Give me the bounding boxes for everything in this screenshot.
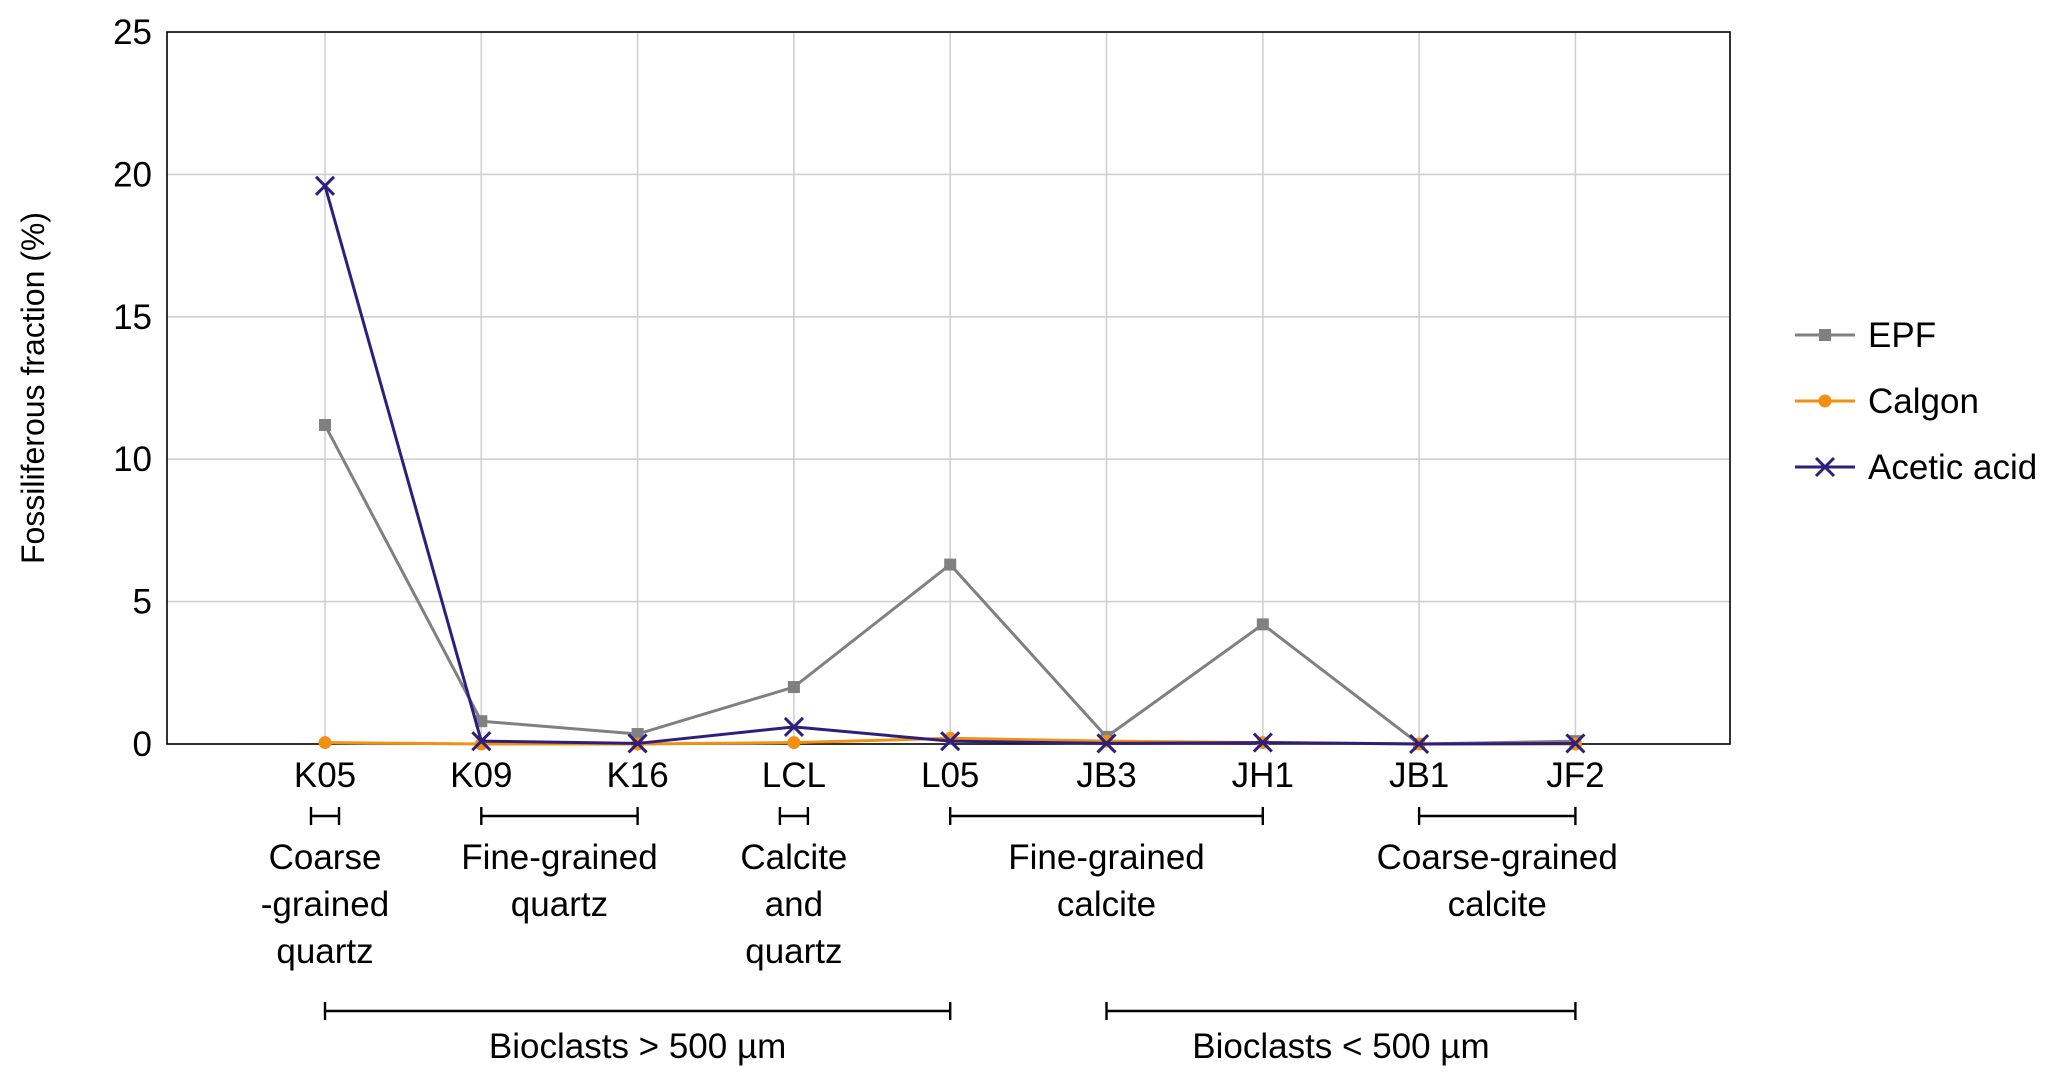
sample-group-label: quartz [511,885,608,924]
legend-item-epf: EPF [1795,316,1936,355]
y-tick-label: 25 [113,13,152,52]
y-tick-label: 15 [113,298,152,337]
sample-group-bracket [780,807,808,825]
sample-group-label: -grained [261,885,389,924]
sample-group-label: calcite [1448,885,1547,924]
sample-group-label: quartz [745,932,842,971]
legend-marker [1819,395,1832,408]
sample-group-label: Fine-grained [461,838,658,877]
point-epf [319,419,331,431]
sample-group-bracket [1419,807,1575,825]
sample-group-bracket [950,807,1263,825]
sample-group-label: calcite [1057,885,1156,924]
y-axis-label: Fossiliferous fraction (%) [15,212,51,564]
sample-group-bracket [311,807,339,825]
x-tick-label-k09: K09 [450,756,512,795]
y-tick-label: 0 [133,725,152,764]
x-tick-label-l05: L05 [921,756,979,795]
x-tick-label-jb3: JB3 [1076,756,1136,795]
size-group-label: Bioclasts > 500 µm [489,1027,786,1066]
x-tick-label-lcl: LCL [762,756,826,795]
legend-item-calgon: Calgon [1795,382,1979,421]
sample-group-label: Fine-grained [1008,838,1205,877]
point-epf [1257,618,1269,630]
size-group-label: Bioclasts < 500 µm [1192,1027,1489,1066]
size-group-bracket [1107,1002,1576,1020]
legend-item-acetic-acid: Acetic acid [1795,448,2037,487]
y-tick-label: 20 [113,155,152,194]
size-group-annotations: Bioclasts > 500 µm Bioclasts < 500 µm [325,1002,1575,1066]
legend-label: EPF [1868,316,1936,355]
point-epf [944,559,956,571]
sample-group-label: quartz [276,932,373,971]
line-chart: 0 5 10 15 20 25 Fossiliferous fraction (%) K0… [0,0,2067,1082]
x-tick-label-jb1: JB1 [1389,756,1449,795]
x-tick-label-k16: K16 [606,756,668,795]
x-tick-label-jf2: JF2 [1546,756,1604,795]
x-axis: K05 K09 K16 LCL L05 JB3 JH1 JB1 JF2 [294,756,1605,795]
legend-marker [1819,329,1831,341]
grid-lines [167,32,1730,744]
legend-label: Acetic acid [1868,448,2037,487]
y-tick-label: 10 [113,440,152,479]
sample-group-label: Calcite [740,838,847,877]
point-epf [788,681,800,693]
sample-group-label: Coarse [269,838,382,877]
size-group-bracket [325,1002,950,1020]
legend-label: Calgon [1868,382,1979,421]
sample-group-bracket [481,807,637,825]
point-calgon [1100,735,1113,748]
plot-frame [167,32,1730,744]
point-calgon [319,736,332,749]
point-calgon [787,736,800,749]
sample-group-label: Coarse-grained [1377,838,1618,877]
sample-group-annotations: Coarse-grainedquartzFine-grainedquartzCa… [261,807,1618,971]
legend: EPF Calgon Acetic acid [1795,316,2037,487]
y-axis: 0 5 10 15 20 25 [113,13,152,764]
y-tick-label: 5 [133,583,152,622]
sample-group-label: and [765,885,823,924]
x-tick-label-jh1: JH1 [1232,756,1294,795]
x-tick-label-k05: K05 [294,756,356,795]
